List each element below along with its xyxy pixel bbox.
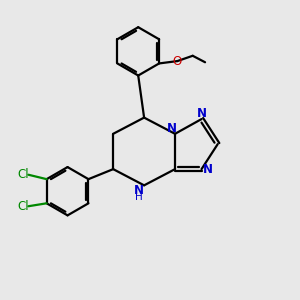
Text: N: N xyxy=(203,163,213,176)
Text: N: N xyxy=(134,184,144,197)
Text: N: N xyxy=(197,107,207,120)
Text: Cl: Cl xyxy=(17,200,29,213)
Text: H: H xyxy=(135,191,143,202)
Text: Cl: Cl xyxy=(17,168,29,181)
Text: O: O xyxy=(173,55,182,68)
Text: N: N xyxy=(167,122,176,135)
